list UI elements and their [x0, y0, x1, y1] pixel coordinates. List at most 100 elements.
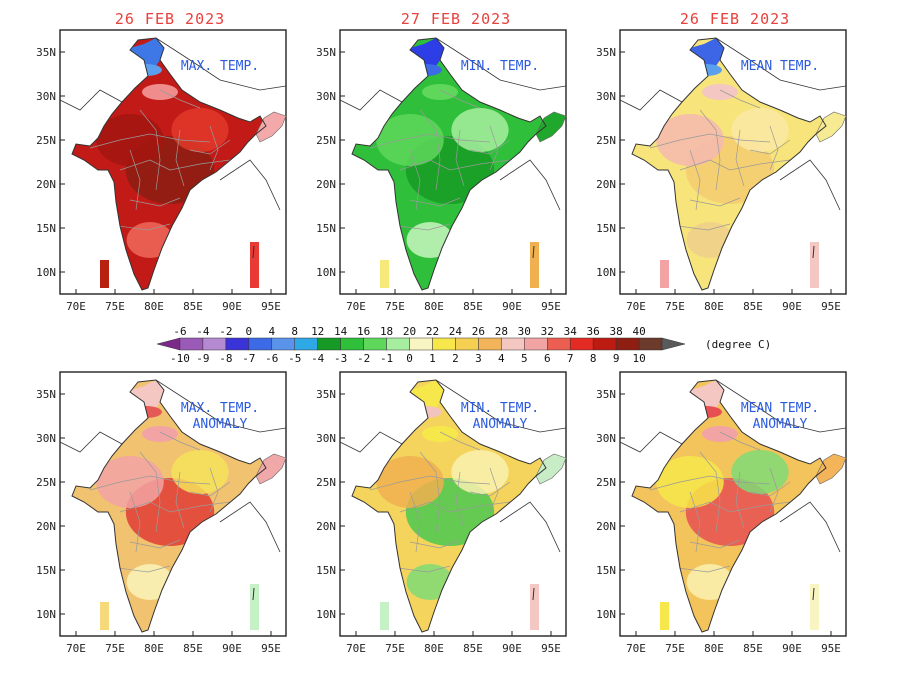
- lat-tick-label: 10N: [316, 266, 336, 279]
- colorbar-bottom-label: -9: [196, 352, 209, 365]
- lon-tick-label: 75E: [105, 642, 125, 655]
- colorbar-bottom-label: -10: [170, 352, 190, 365]
- colorbar-bottom-label: 6: [544, 352, 551, 365]
- lon-tick-label: 85E: [463, 642, 483, 655]
- colorbar-segment: [248, 337, 273, 351]
- lat-tick-label: 15N: [36, 222, 56, 235]
- lakshadweep-bar: [380, 602, 389, 630]
- colorbar-bottom-label: 9: [613, 352, 620, 365]
- lon-tick-label: 90E: [222, 300, 242, 313]
- lon-tick-label: 80E: [424, 300, 444, 313]
- map-panel-3: 35N 30N 25N 20N 15N 10N 70E 75E 80E 85E 90E 95E MEAN…: [596, 29, 847, 313]
- colorbar-top-label: 26: [472, 325, 485, 338]
- lat-tick-label: 30N: [316, 432, 336, 445]
- lat-tick-label: 35N: [316, 388, 336, 401]
- lon-tick-label: 70E: [626, 300, 646, 313]
- lat-tick-label: 35N: [596, 46, 616, 59]
- lon-tick-label: 70E: [346, 642, 366, 655]
- colorbar-top-label: 38: [610, 325, 623, 338]
- lon-tick-label: 95E: [821, 642, 841, 655]
- colorbar-top-label: -2: [219, 325, 232, 338]
- colorbar-top-label: 14: [334, 325, 348, 338]
- colorbar-segment: [432, 337, 456, 351]
- colorbar-segment: [478, 337, 502, 351]
- lat-tick-label: 20N: [596, 520, 616, 533]
- colorbar-segment: [569, 337, 594, 351]
- colorbar-bottom-label: 4: [498, 352, 505, 365]
- colorbar-bottom-label: -2: [357, 352, 370, 365]
- lat-tick-label: 25N: [316, 476, 336, 489]
- colorbar-bottom-label: -3: [334, 352, 347, 365]
- panel-title: MEAN TEMP.: [741, 401, 819, 416]
- panel-subtitle: ANOMALY: [753, 417, 808, 432]
- lakshadweep-bar: [660, 260, 669, 288]
- lat-tick-label: 15N: [596, 564, 616, 577]
- lon-tick-label: 90E: [502, 300, 522, 313]
- lat-tick-label: 25N: [36, 476, 56, 489]
- colorbar-segment: [455, 337, 479, 351]
- lat-tick-label: 20N: [316, 520, 336, 533]
- colorbar-top-label: -6: [173, 325, 186, 338]
- lon-tick-label: 70E: [66, 300, 86, 313]
- colorbar-bottom-label: 7: [567, 352, 574, 365]
- colorbar-top-label: 24: [449, 325, 463, 338]
- lat-tick-label: 25N: [596, 476, 616, 489]
- lat-tick-label: 20N: [316, 178, 336, 191]
- lon-tick-label: 75E: [385, 300, 405, 313]
- lon-tick-label: 80E: [424, 642, 444, 655]
- lon-tick-label: 80E: [144, 642, 164, 655]
- india-outline: [71, 37, 267, 291]
- colorbar-bottom-label: -1: [380, 352, 393, 365]
- colorbar-segment: [202, 337, 227, 351]
- date-title-1: 26 FEB 2023: [114, 10, 226, 28]
- lat-tick-label: 35N: [36, 46, 56, 59]
- lat-tick-label: 30N: [316, 90, 336, 103]
- lat-tick-label: 20N: [36, 520, 56, 533]
- andaman-bar: [250, 242, 259, 288]
- colorbar-top-label: 12: [311, 325, 324, 338]
- colorbar-bottom-label: 10: [632, 352, 645, 365]
- northeast-fill: [535, 111, 567, 143]
- colorbar-top-label: 22: [426, 325, 439, 338]
- map-panel-5: 35N 30N 25N 20N 15N 10N 70E 75E 80E 85E 90E 95E MIN.…: [316, 371, 567, 655]
- lon-tick-label: 75E: [105, 300, 125, 313]
- colorbar-segment: [409, 337, 433, 351]
- india-outline: [351, 379, 547, 633]
- northeast-fill: [255, 453, 287, 485]
- panel-title: MEAN TEMP.: [741, 59, 819, 74]
- lon-tick-label: 95E: [261, 300, 281, 313]
- northeast-fill: [535, 453, 567, 485]
- colorbar-top-label: 8: [291, 325, 298, 338]
- colorbar-segment: [524, 337, 548, 351]
- colorbar-top-label: 32: [541, 325, 554, 338]
- panel-subtitle: ANOMALY: [193, 417, 248, 432]
- colorbar-segment: [363, 337, 387, 351]
- lat-tick-label: 10N: [36, 608, 56, 621]
- lat-tick-label: 10N: [36, 266, 56, 279]
- colorbar-segment: [271, 337, 295, 351]
- india-outline: [71, 379, 267, 633]
- lat-tick-label: 15N: [316, 222, 336, 235]
- colorbar-top-label: 28: [495, 325, 508, 338]
- colorbar-bottom-label: -6: [265, 352, 278, 365]
- panel-title: MIN. TEMP.: [461, 401, 539, 416]
- lat-tick-label: 15N: [316, 564, 336, 577]
- panel-subtitle: ANOMALY: [473, 417, 528, 432]
- colorbar-segment: [615, 337, 640, 351]
- panel-title: MAX. TEMP.: [181, 401, 259, 416]
- lon-tick-label: 80E: [704, 300, 724, 313]
- panel-title: MIN. TEMP.: [461, 59, 539, 74]
- lat-tick-label: 30N: [596, 90, 616, 103]
- lat-tick-label: 25N: [316, 134, 336, 147]
- lat-tick-label: 30N: [36, 432, 56, 445]
- northeast-fill: [815, 453, 847, 485]
- lat-tick-label: 10N: [596, 266, 616, 279]
- colorbar-segment: [501, 337, 525, 351]
- colorbar-bottom-label: 3: [475, 352, 482, 365]
- lon-tick-label: 75E: [665, 300, 685, 313]
- lon-tick-label: 80E: [144, 300, 164, 313]
- lat-tick-label: 25N: [36, 134, 56, 147]
- lon-tick-label: 90E: [502, 642, 522, 655]
- colorbar-top-label: 40: [632, 325, 645, 338]
